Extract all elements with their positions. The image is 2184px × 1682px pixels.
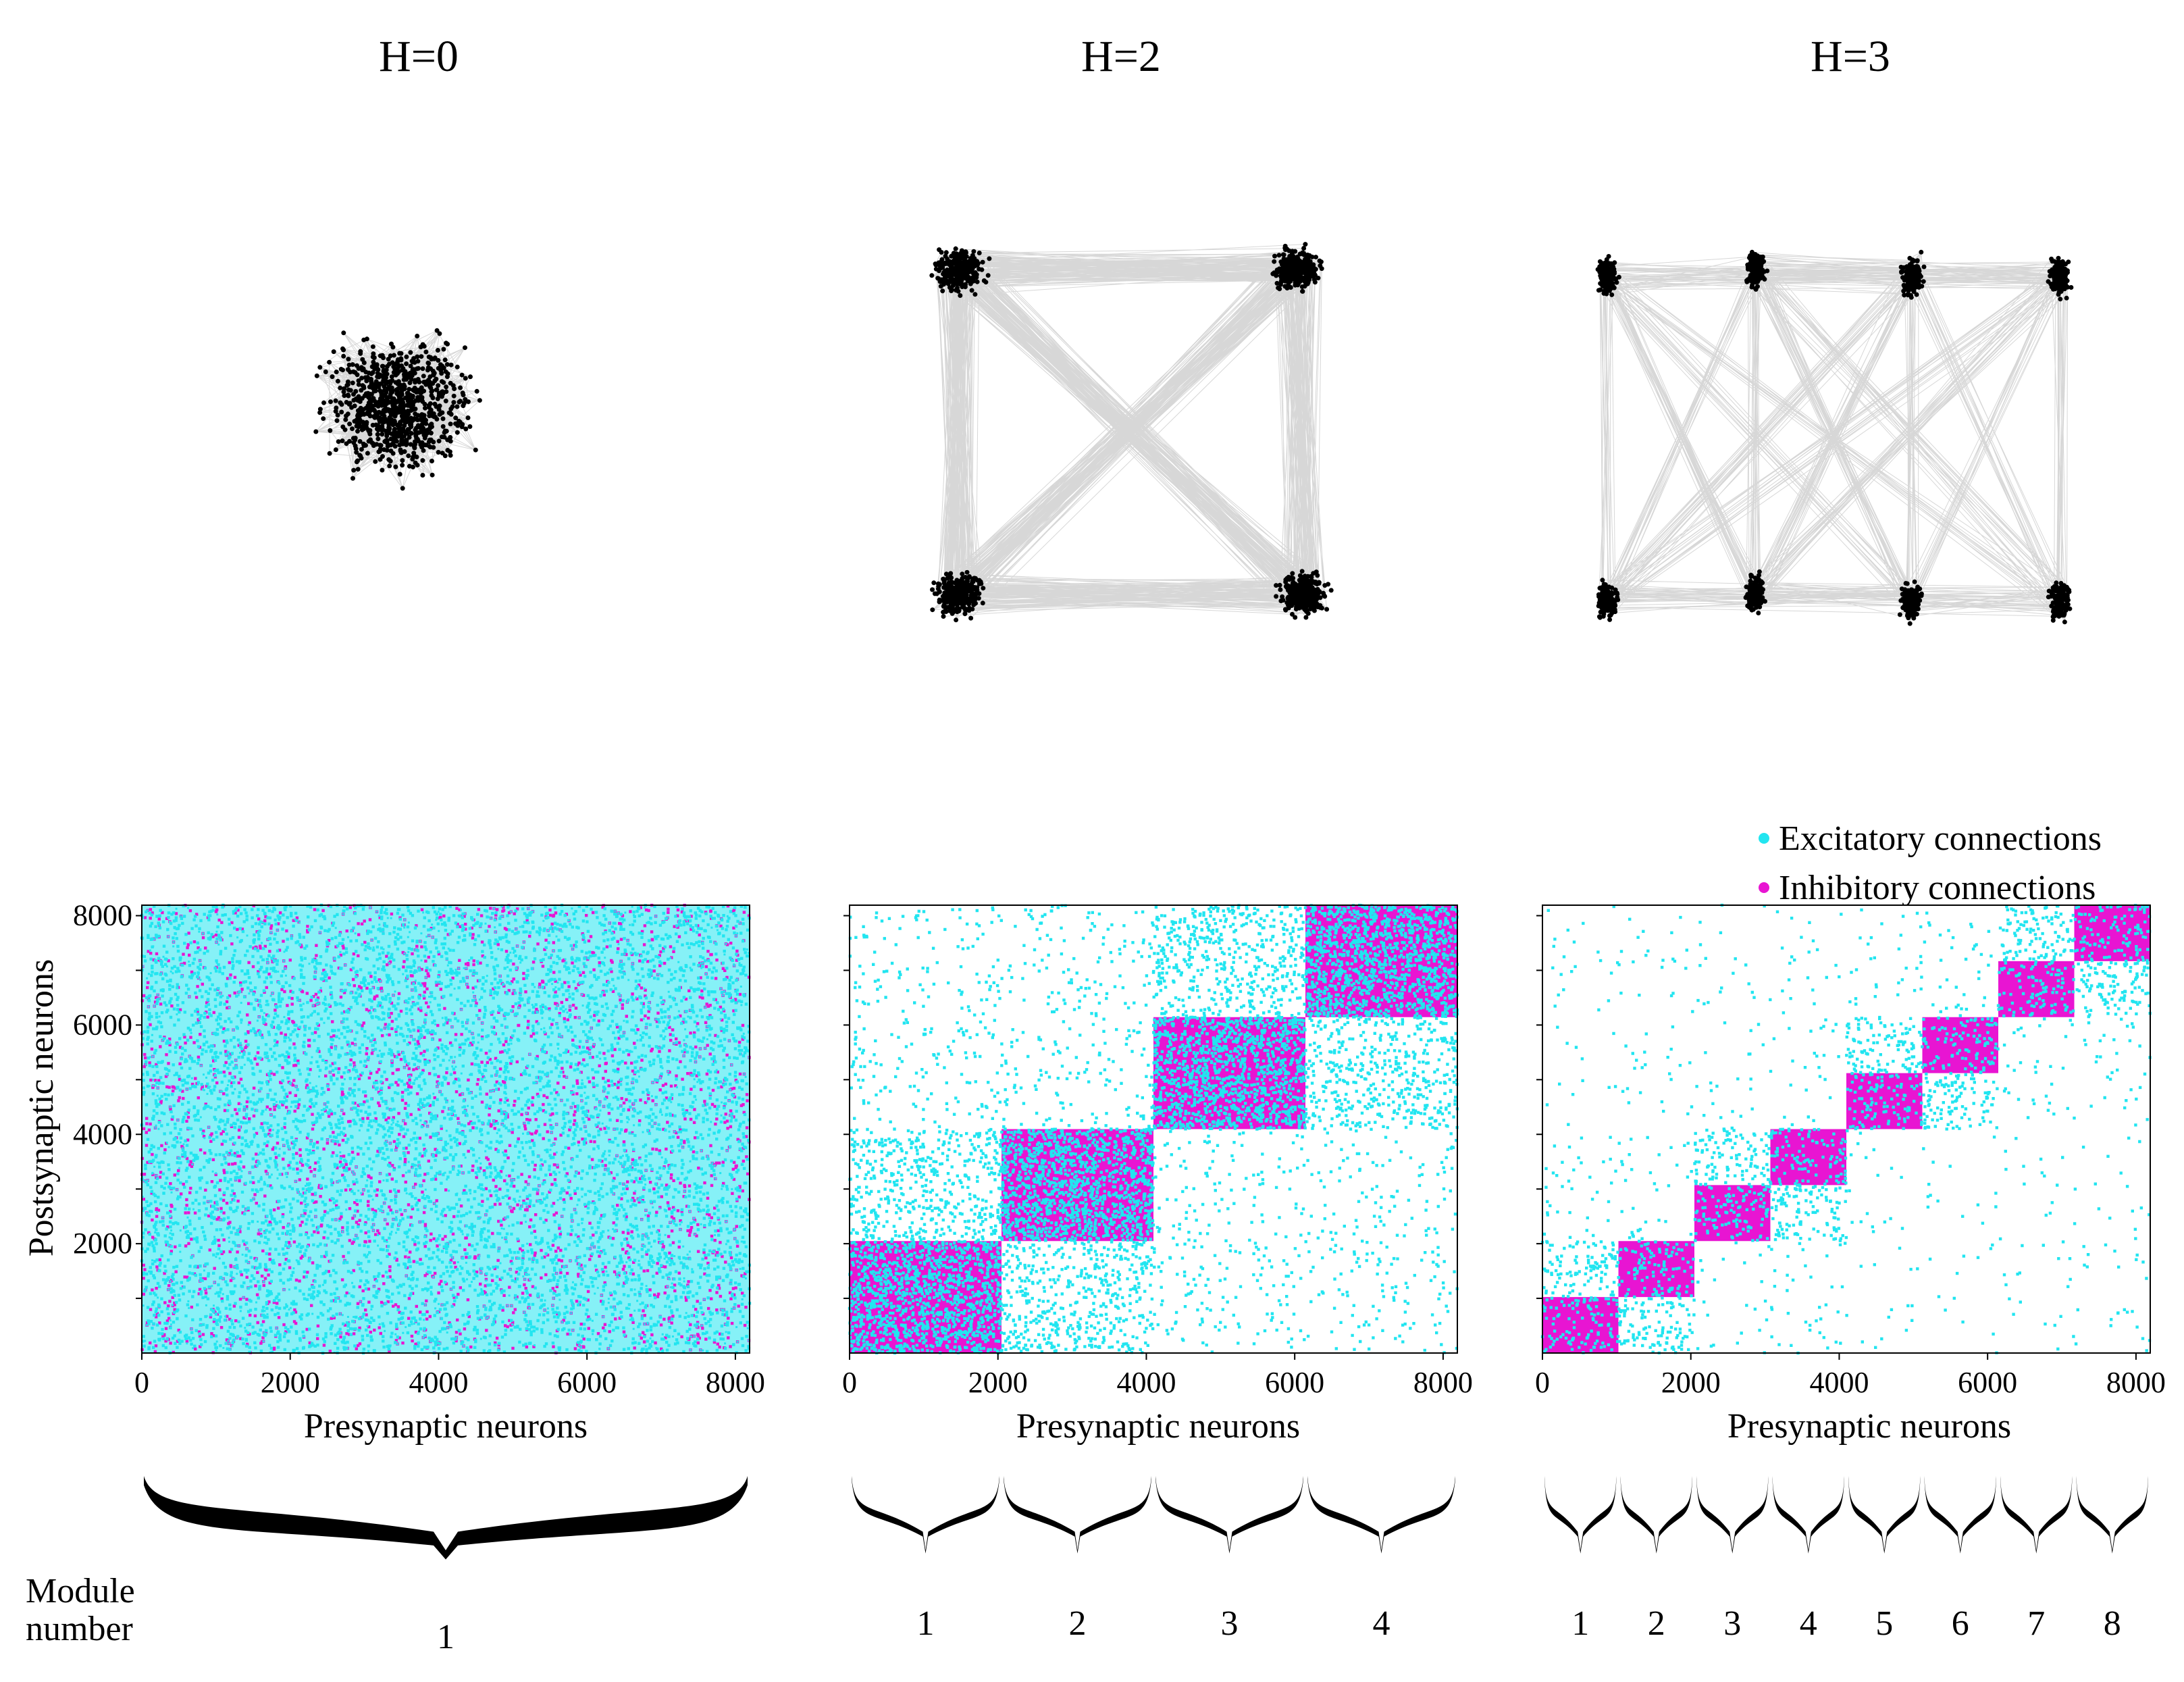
x-tick-label: 8000: [2106, 1366, 2166, 1399]
network-h0: [313, 328, 482, 491]
inhibitory-points: [140, 903, 751, 1354]
module-label-line2: number: [26, 1610, 133, 1648]
module-number: 7: [2027, 1604, 2045, 1643]
module-number: 2: [1648, 1604, 1665, 1643]
matrix-h0: 0 2000 4000 6000 8000 2000 4000 6000 8000: [73, 899, 765, 1399]
x-tick-label: 6000: [1265, 1366, 1324, 1399]
x-tick-label: 6000: [1958, 1366, 2017, 1399]
module-brace: [2076, 1476, 2148, 1554]
module-brace: [1848, 1476, 1921, 1554]
module-brace: [1544, 1476, 1617, 1554]
legend-inhibitory-dot: [1759, 882, 1769, 893]
module-brace: [144, 1476, 748, 1560]
plot-frame: [1542, 904, 2151, 1354]
excitatory-points: [140, 903, 752, 1355]
x-tick-label: 8000: [706, 1366, 765, 1399]
x-tick-label: 4000: [1809, 1366, 1869, 1399]
matrix-h2: 0 2000 4000 6000 8000: [842, 903, 1473, 1399]
x-tick-label: 0: [1535, 1366, 1550, 1399]
x-tick-label: 2000: [1661, 1366, 1721, 1399]
module-brace: [2000, 1476, 2073, 1554]
module-block: [1770, 1129, 1846, 1186]
network-edges: [931, 244, 1332, 621]
title-h2: H=2: [1081, 32, 1161, 81]
module-brace: [1772, 1476, 1844, 1554]
xlabel-h2: Presynaptic neurons: [1016, 1407, 1300, 1446]
network-h2: [929, 242, 1334, 623]
y-tick-label: 2000: [73, 1227, 132, 1260]
excitatory-points: [848, 903, 1459, 1355]
module-number: 8: [2104, 1604, 2121, 1643]
x-tick-label: 2000: [968, 1366, 1028, 1399]
x-tick-label: 8000: [1413, 1366, 1473, 1399]
module-number: 5: [1875, 1604, 1893, 1643]
y-tick-label: 6000: [73, 1008, 132, 1041]
legend-excitatory-dot: [1759, 833, 1769, 844]
module-label-line1: Module: [26, 1572, 135, 1610]
network-nodes: [313, 328, 482, 491]
network-nodes: [929, 242, 1334, 623]
module-number: 6: [1952, 1604, 1969, 1643]
module-brace: [1696, 1476, 1769, 1554]
module-number: 2: [1069, 1604, 1087, 1643]
module-number: 3: [1221, 1604, 1239, 1643]
legend-excitatory-label: Excitatory connections: [1779, 819, 2102, 858]
module-brace: [1620, 1476, 1692, 1554]
x-tick-label: 4000: [1116, 1366, 1176, 1399]
module-number: 4: [1373, 1604, 1390, 1643]
xlabel-h0: Presynaptic neurons: [304, 1407, 588, 1446]
y-tick-label: 4000: [73, 1117, 132, 1150]
x-tick-label: 2000: [261, 1366, 320, 1399]
module-number: 1: [917, 1604, 935, 1643]
plot-frame: [849, 904, 1458, 1354]
x-tick-label: 4000: [409, 1366, 468, 1399]
module-brace: [1004, 1476, 1151, 1554]
legend-inhibitory-label: Inhibitory connections: [1779, 869, 2096, 907]
module-number: 4: [1800, 1604, 1817, 1643]
title-h0: H=0: [379, 32, 459, 81]
network-edges: [1597, 251, 2072, 624]
module-brace: [1307, 1476, 1455, 1554]
ylabel-h0: Postsynaptic neurons: [22, 959, 61, 1257]
module-braces: 1 1 2 3 4 1 2 3 4 5 6 7 8: [144, 1476, 2148, 1656]
network-h3: [1595, 249, 2074, 626]
module-brace: [1155, 1476, 1303, 1554]
title-h3: H=3: [1811, 32, 1890, 81]
xlabel-h3: Presynaptic neurons: [1727, 1407, 2011, 1446]
y-tick-label: 8000: [73, 899, 132, 932]
plot-frame: [141, 904, 750, 1354]
module-number: 1: [437, 1618, 454, 1656]
module-brace: [1924, 1476, 1996, 1554]
x-tick-label: 0: [134, 1366, 149, 1399]
module-brace: [852, 1476, 999, 1554]
module-number: 3: [1723, 1604, 1741, 1643]
module-number: 1: [1571, 1604, 1589, 1643]
x-tick-label: 6000: [557, 1366, 617, 1399]
matrix-h3: 0 2000 4000 6000 8000: [1535, 903, 2166, 1399]
x-tick-label: 0: [842, 1366, 857, 1399]
module-block: [1846, 1073, 1923, 1129]
